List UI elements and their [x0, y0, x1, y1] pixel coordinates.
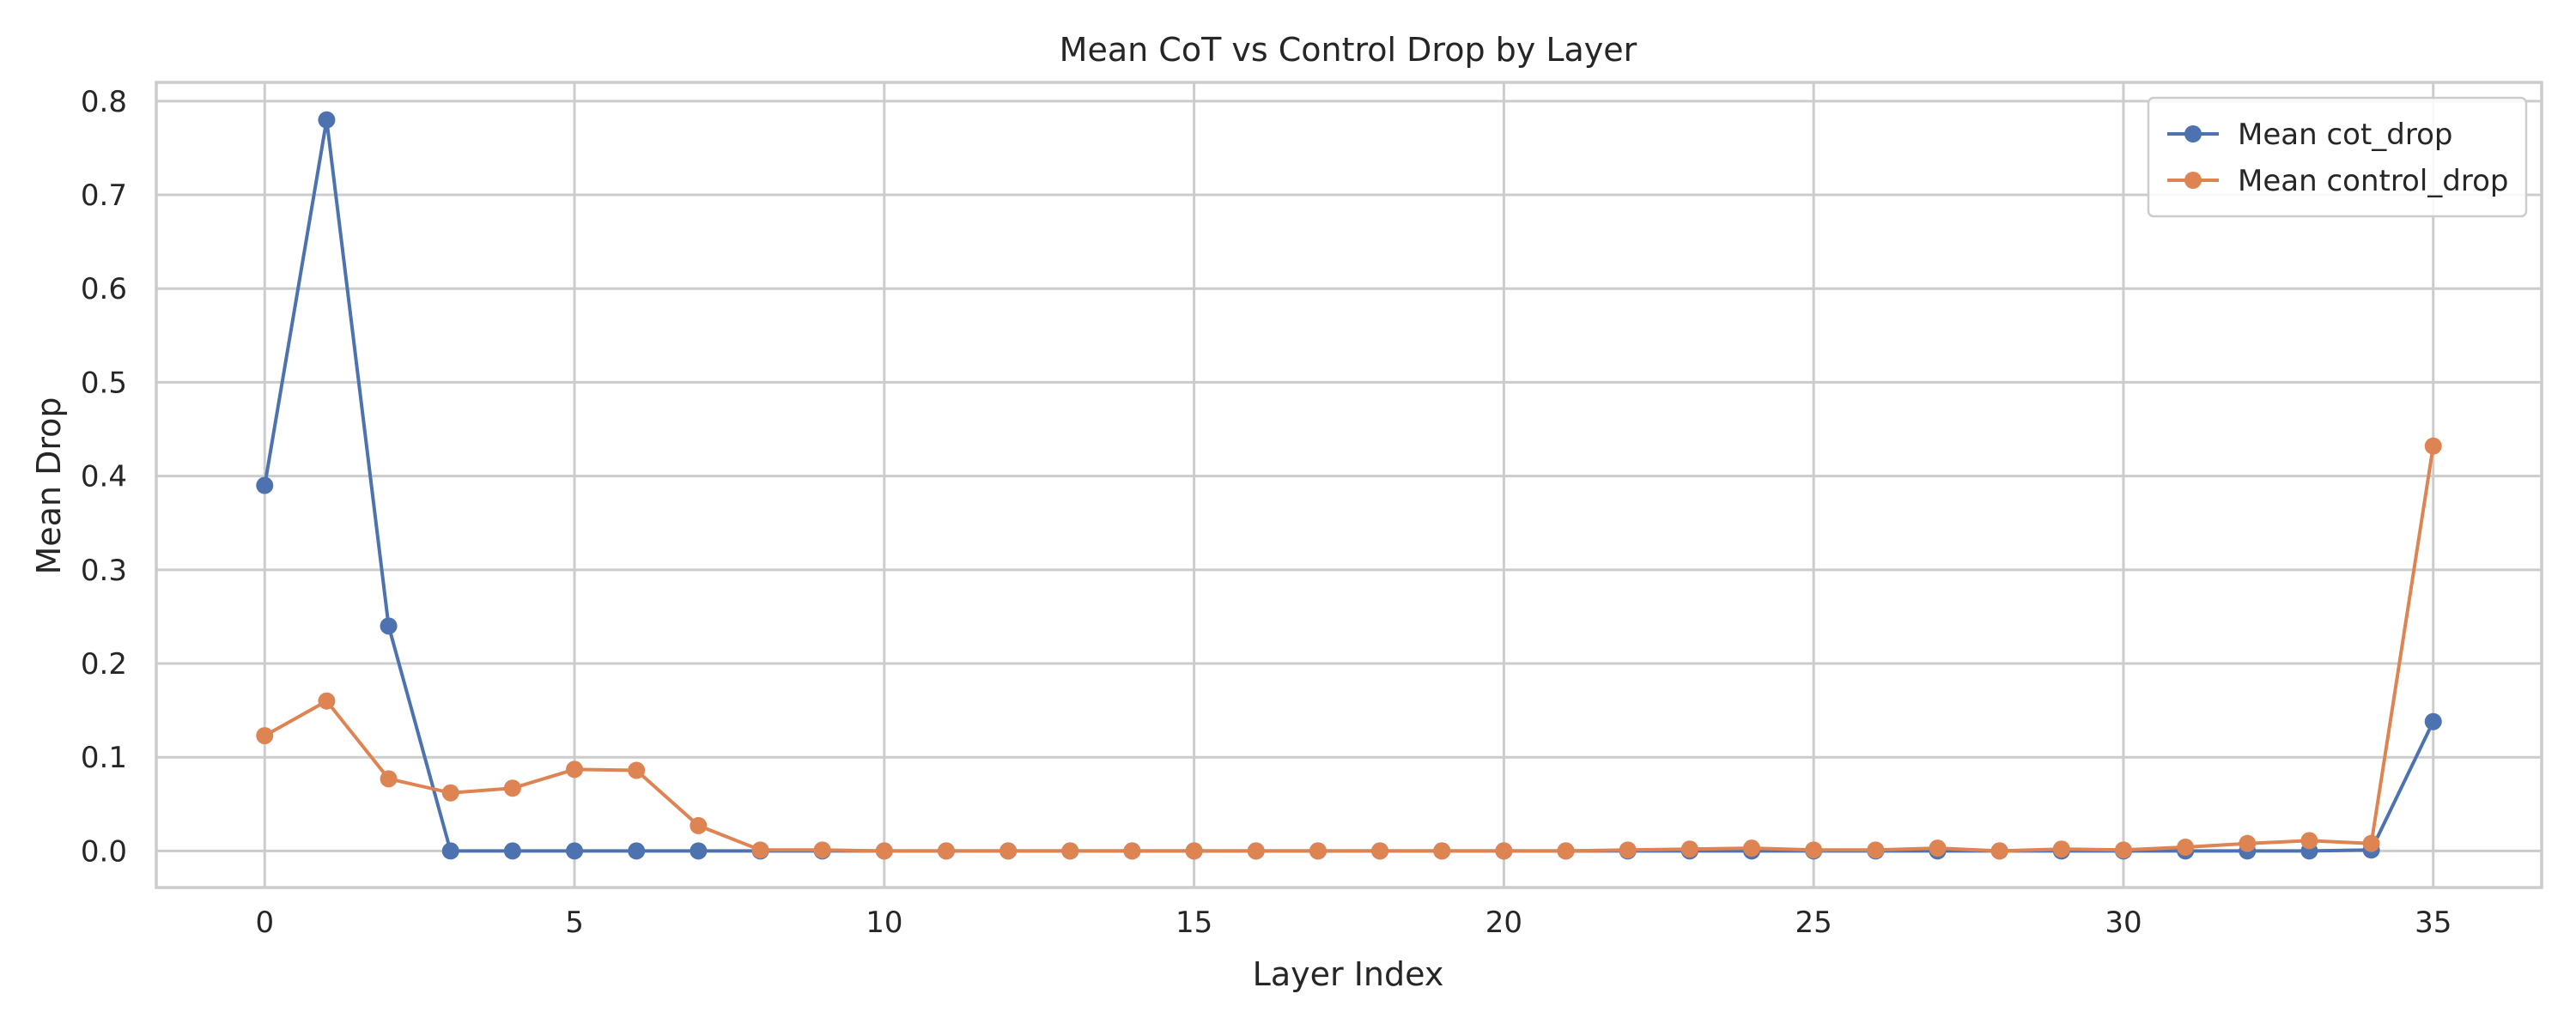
x-tick-label: 20	[1485, 906, 1522, 940]
legend-marker	[2184, 172, 2202, 189]
data-point	[628, 842, 646, 860]
legend-marker	[2184, 125, 2202, 142]
data-point	[503, 842, 521, 860]
series-2	[256, 437, 2442, 860]
legend-box	[2147, 96, 2528, 218]
data-point	[1433, 842, 1451, 860]
x-tick-label: 0	[255, 906, 274, 940]
x-tick-label: 35	[2415, 906, 2451, 940]
data-point	[566, 760, 584, 779]
data-point	[690, 842, 708, 860]
data-point	[1185, 842, 1203, 860]
data-point	[2424, 437, 2442, 455]
y-tick-label: 0.5	[81, 366, 127, 400]
x-axis-label: Layer Index	[1253, 955, 1444, 993]
data-point	[1247, 842, 1265, 860]
data-point	[2300, 832, 2318, 850]
data-point	[1557, 842, 1575, 860]
y-tick-label: 0.8	[81, 85, 127, 119]
y-tick-label: 0.1	[81, 741, 127, 775]
x-tick-label: 10	[866, 906, 902, 940]
data-point	[1990, 842, 2008, 860]
data-point	[1619, 841, 1637, 859]
data-point	[999, 842, 1018, 860]
y-tick-label: 0.2	[81, 647, 127, 682]
data-point	[441, 784, 459, 802]
plot-frame	[155, 81, 2543, 889]
data-point	[690, 816, 708, 834]
legend-item: Mean control_drop	[2167, 164, 2509, 198]
data-point	[2114, 841, 2132, 859]
legend-label: Mean control_drop	[2238, 164, 2509, 198]
y-tick-label: 0.4	[81, 460, 127, 494]
data-point	[318, 692, 336, 710]
data-point	[441, 842, 459, 860]
data-point	[256, 727, 274, 745]
data-point	[2177, 839, 2195, 857]
x-tick-label: 30	[2105, 906, 2142, 940]
data-point	[1929, 839, 1947, 857]
y-axis-ticks: 0.0 0.1 0.2 0.3 0.4 0.5 0.6 0.7 0.8	[81, 85, 127, 869]
legend: Mean cot_drop Mean control_drop	[2147, 96, 2528, 218]
x-axis-ticks: 0 5 10 15 20 25 30 35	[255, 906, 2451, 940]
x-tick-label: 25	[1795, 906, 1832, 940]
series-line	[264, 445, 2435, 853]
series-group	[256, 111, 2442, 860]
data-point	[937, 842, 955, 860]
data-point	[380, 617, 398, 635]
data-point	[813, 841, 831, 859]
data-point	[1061, 842, 1079, 860]
chart-title: Mean CoT vs Control Drop by Layer	[1060, 31, 1637, 69]
y-axis-label: Mean Drop	[30, 397, 68, 574]
legend-label: Mean cot_drop	[2238, 118, 2452, 152]
y-tick-label: 0.0	[81, 834, 127, 869]
legend-item: Mean cot_drop	[2167, 118, 2452, 152]
data-point	[1123, 842, 1141, 860]
y-tick-label: 0.7	[81, 179, 127, 213]
data-point	[875, 842, 893, 860]
data-point	[2239, 834, 2257, 852]
data-point	[1867, 841, 1885, 859]
data-point	[318, 111, 336, 129]
data-point	[1495, 842, 1513, 860]
data-point	[628, 761, 646, 779]
data-point	[1309, 842, 1327, 860]
data-point	[380, 770, 398, 788]
data-point	[1743, 839, 1761, 857]
data-point	[2362, 834, 2380, 852]
data-point	[256, 476, 274, 494]
data-point	[1805, 841, 1823, 859]
data-point	[2424, 712, 2442, 730]
data-point	[1371, 842, 1389, 860]
data-point	[566, 842, 584, 860]
x-tick-label: 5	[565, 906, 584, 940]
y-tick-label: 0.3	[81, 554, 127, 588]
data-point	[503, 779, 521, 797]
data-point	[751, 841, 769, 859]
x-tick-label: 15	[1176, 906, 1212, 940]
data-point	[2052, 840, 2070, 858]
y-tick-label: 0.6	[81, 272, 127, 306]
data-point	[1680, 840, 1698, 858]
